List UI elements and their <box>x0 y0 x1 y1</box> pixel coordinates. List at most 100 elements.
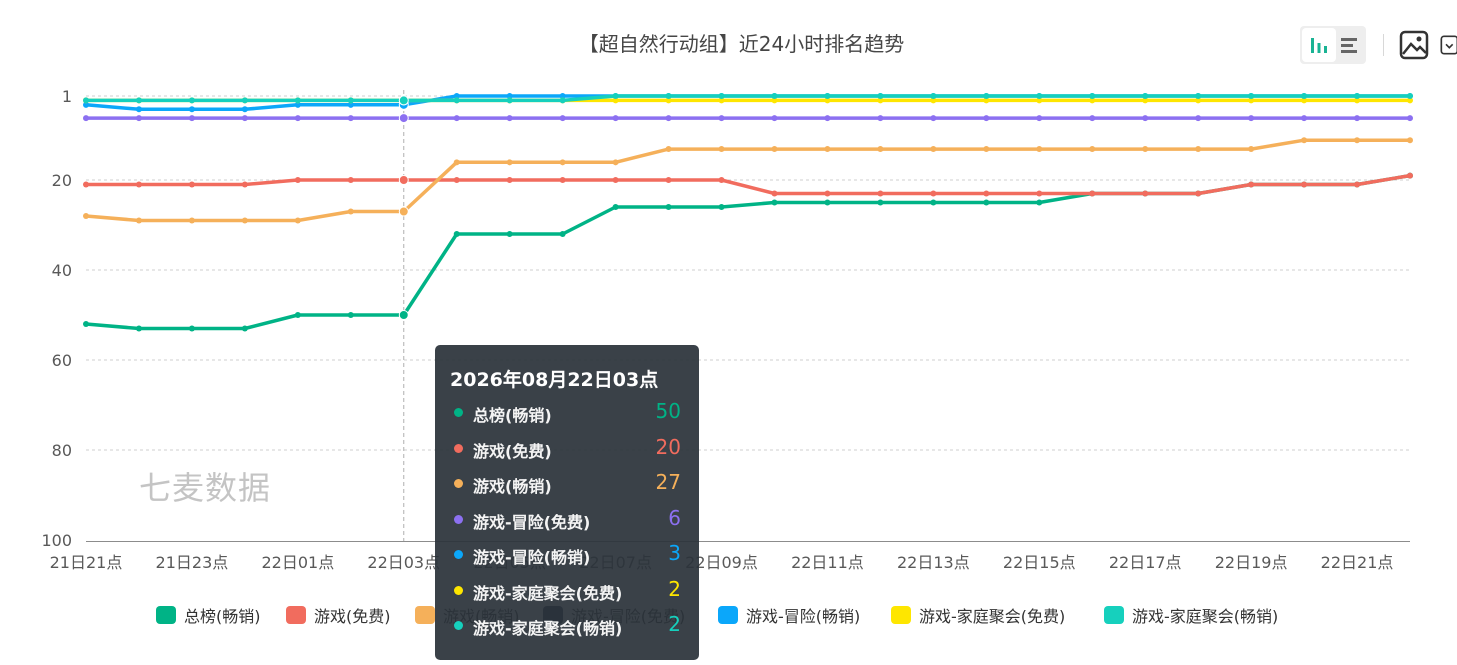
y-tick-label: 40 <box>52 261 72 280</box>
legend-item[interactable]: 游戏-冒险(畅销) <box>718 604 860 626</box>
x-tick-label: 22日19点 <box>1215 553 1288 572</box>
data-point <box>347 312 354 318</box>
data-point <box>294 101 301 108</box>
tooltip-series-dot <box>454 585 463 595</box>
x-tick-label: 22日01点 <box>261 553 334 572</box>
data-point <box>877 190 884 197</box>
data-point <box>398 95 409 106</box>
data-point <box>241 325 248 332</box>
data-point <box>294 217 301 224</box>
data-point <box>1142 93 1149 99</box>
data-point <box>559 93 566 99</box>
data-point <box>241 217 248 224</box>
tooltip-series-value: 2 <box>668 612 681 636</box>
legend-item[interactable]: 游戏-家庭聚会(畅销) <box>1104 604 1278 626</box>
tooltip-series-name: 游戏-家庭聚会(免费) <box>473 583 623 603</box>
y-tick-label: 100 <box>41 531 72 550</box>
x-tick-label: 22日09点 <box>685 553 758 572</box>
data-point <box>1248 115 1255 122</box>
legend-label: 游戏(免费) <box>314 607 391 626</box>
data-point <box>930 97 937 104</box>
tooltip-series-dot <box>454 479 463 488</box>
data-point <box>1195 115 1202 122</box>
data-point <box>1248 97 1255 104</box>
tooltip-series-name: 游戏-家庭聚会(畅销) <box>473 619 623 638</box>
data-point <box>1354 137 1361 144</box>
data-point <box>1407 115 1413 122</box>
tooltip-series-dot <box>454 408 463 417</box>
y-tick-label: 20 <box>52 171 72 190</box>
data-point <box>983 115 990 122</box>
data-point <box>1089 97 1096 104</box>
export-icon[interactable] <box>1440 28 1457 62</box>
data-point <box>1301 97 1308 104</box>
data-point <box>398 310 409 320</box>
data-point <box>241 115 248 122</box>
data-point <box>983 97 990 104</box>
data-point <box>612 177 619 183</box>
tooltip-series-dot <box>454 514 463 524</box>
y-tick-label: 1 <box>62 87 72 106</box>
data-point <box>612 93 619 99</box>
tooltip-row: 游戏(免费) 20 <box>435 435 699 463</box>
data-point <box>453 159 460 166</box>
data-point <box>135 325 142 332</box>
tooltip-row: 总榜(畅销) 50 <box>435 399 699 427</box>
bar-list-icon[interactable] <box>1332 28 1366 62</box>
data-point <box>1248 146 1255 153</box>
data-point <box>718 146 725 153</box>
data-point <box>188 97 195 104</box>
data-point <box>241 97 248 104</box>
data-point <box>1354 93 1361 99</box>
data-point <box>83 181 89 188</box>
line-chart-icon[interactable] <box>1302 28 1336 62</box>
data-point <box>824 97 831 104</box>
image-download-icon[interactable] <box>1397 28 1431 62</box>
data-point <box>188 115 195 122</box>
tooltip-series-dot <box>454 621 463 630</box>
tooltip-row: 游戏-家庭聚会(畅销) 2 <box>435 612 699 640</box>
data-point <box>559 97 566 104</box>
legend-item[interactable]: 游戏-家庭聚会(免费) <box>891 604 1065 626</box>
data-point <box>241 181 248 188</box>
data-point <box>1142 97 1149 104</box>
data-point <box>453 93 460 99</box>
data-point <box>188 217 195 224</box>
data-point <box>83 97 89 104</box>
data-point <box>612 97 619 104</box>
data-point <box>1407 93 1413 99</box>
data-point <box>506 97 513 104</box>
data-point <box>718 115 725 122</box>
data-point <box>83 115 89 122</box>
x-tick-label: 22日13点 <box>897 553 970 572</box>
data-point <box>1142 190 1149 197</box>
legend-label: 游戏-家庭聚会(免费) <box>919 607 1066 626</box>
data-point <box>135 97 142 104</box>
data-point <box>1195 190 1202 197</box>
y-tick-label: 60 <box>52 351 72 370</box>
legend-item[interactable]: 总榜(畅销) <box>156 604 261 626</box>
x-tick-label: 22日21点 <box>1321 553 1394 572</box>
data-point <box>930 199 937 206</box>
data-point <box>1407 172 1413 179</box>
data-point <box>1195 93 1202 99</box>
data-point <box>665 204 672 210</box>
data-point <box>1089 190 1096 197</box>
series-line <box>85 138 1410 223</box>
data-point <box>612 204 619 210</box>
data-point <box>1354 97 1361 104</box>
data-point <box>347 97 354 104</box>
x-tick-label: 21日23点 <box>156 553 229 572</box>
x-tick-label: 22日15点 <box>1003 553 1076 572</box>
series-line <box>86 173 1411 196</box>
data-point <box>1354 181 1361 188</box>
tooltip-series-value: 50 <box>655 399 681 423</box>
legend-label: 游戏-家庭聚会(畅销) <box>1132 607 1279 626</box>
data-point <box>665 177 672 183</box>
tooltip-row: 游戏(畅销) 27 <box>435 470 699 498</box>
data-point <box>930 115 937 122</box>
legend-item[interactable]: 游戏(免费) <box>286 604 391 626</box>
tooltip-series-value: 3 <box>668 541 681 565</box>
data-point <box>665 115 672 122</box>
